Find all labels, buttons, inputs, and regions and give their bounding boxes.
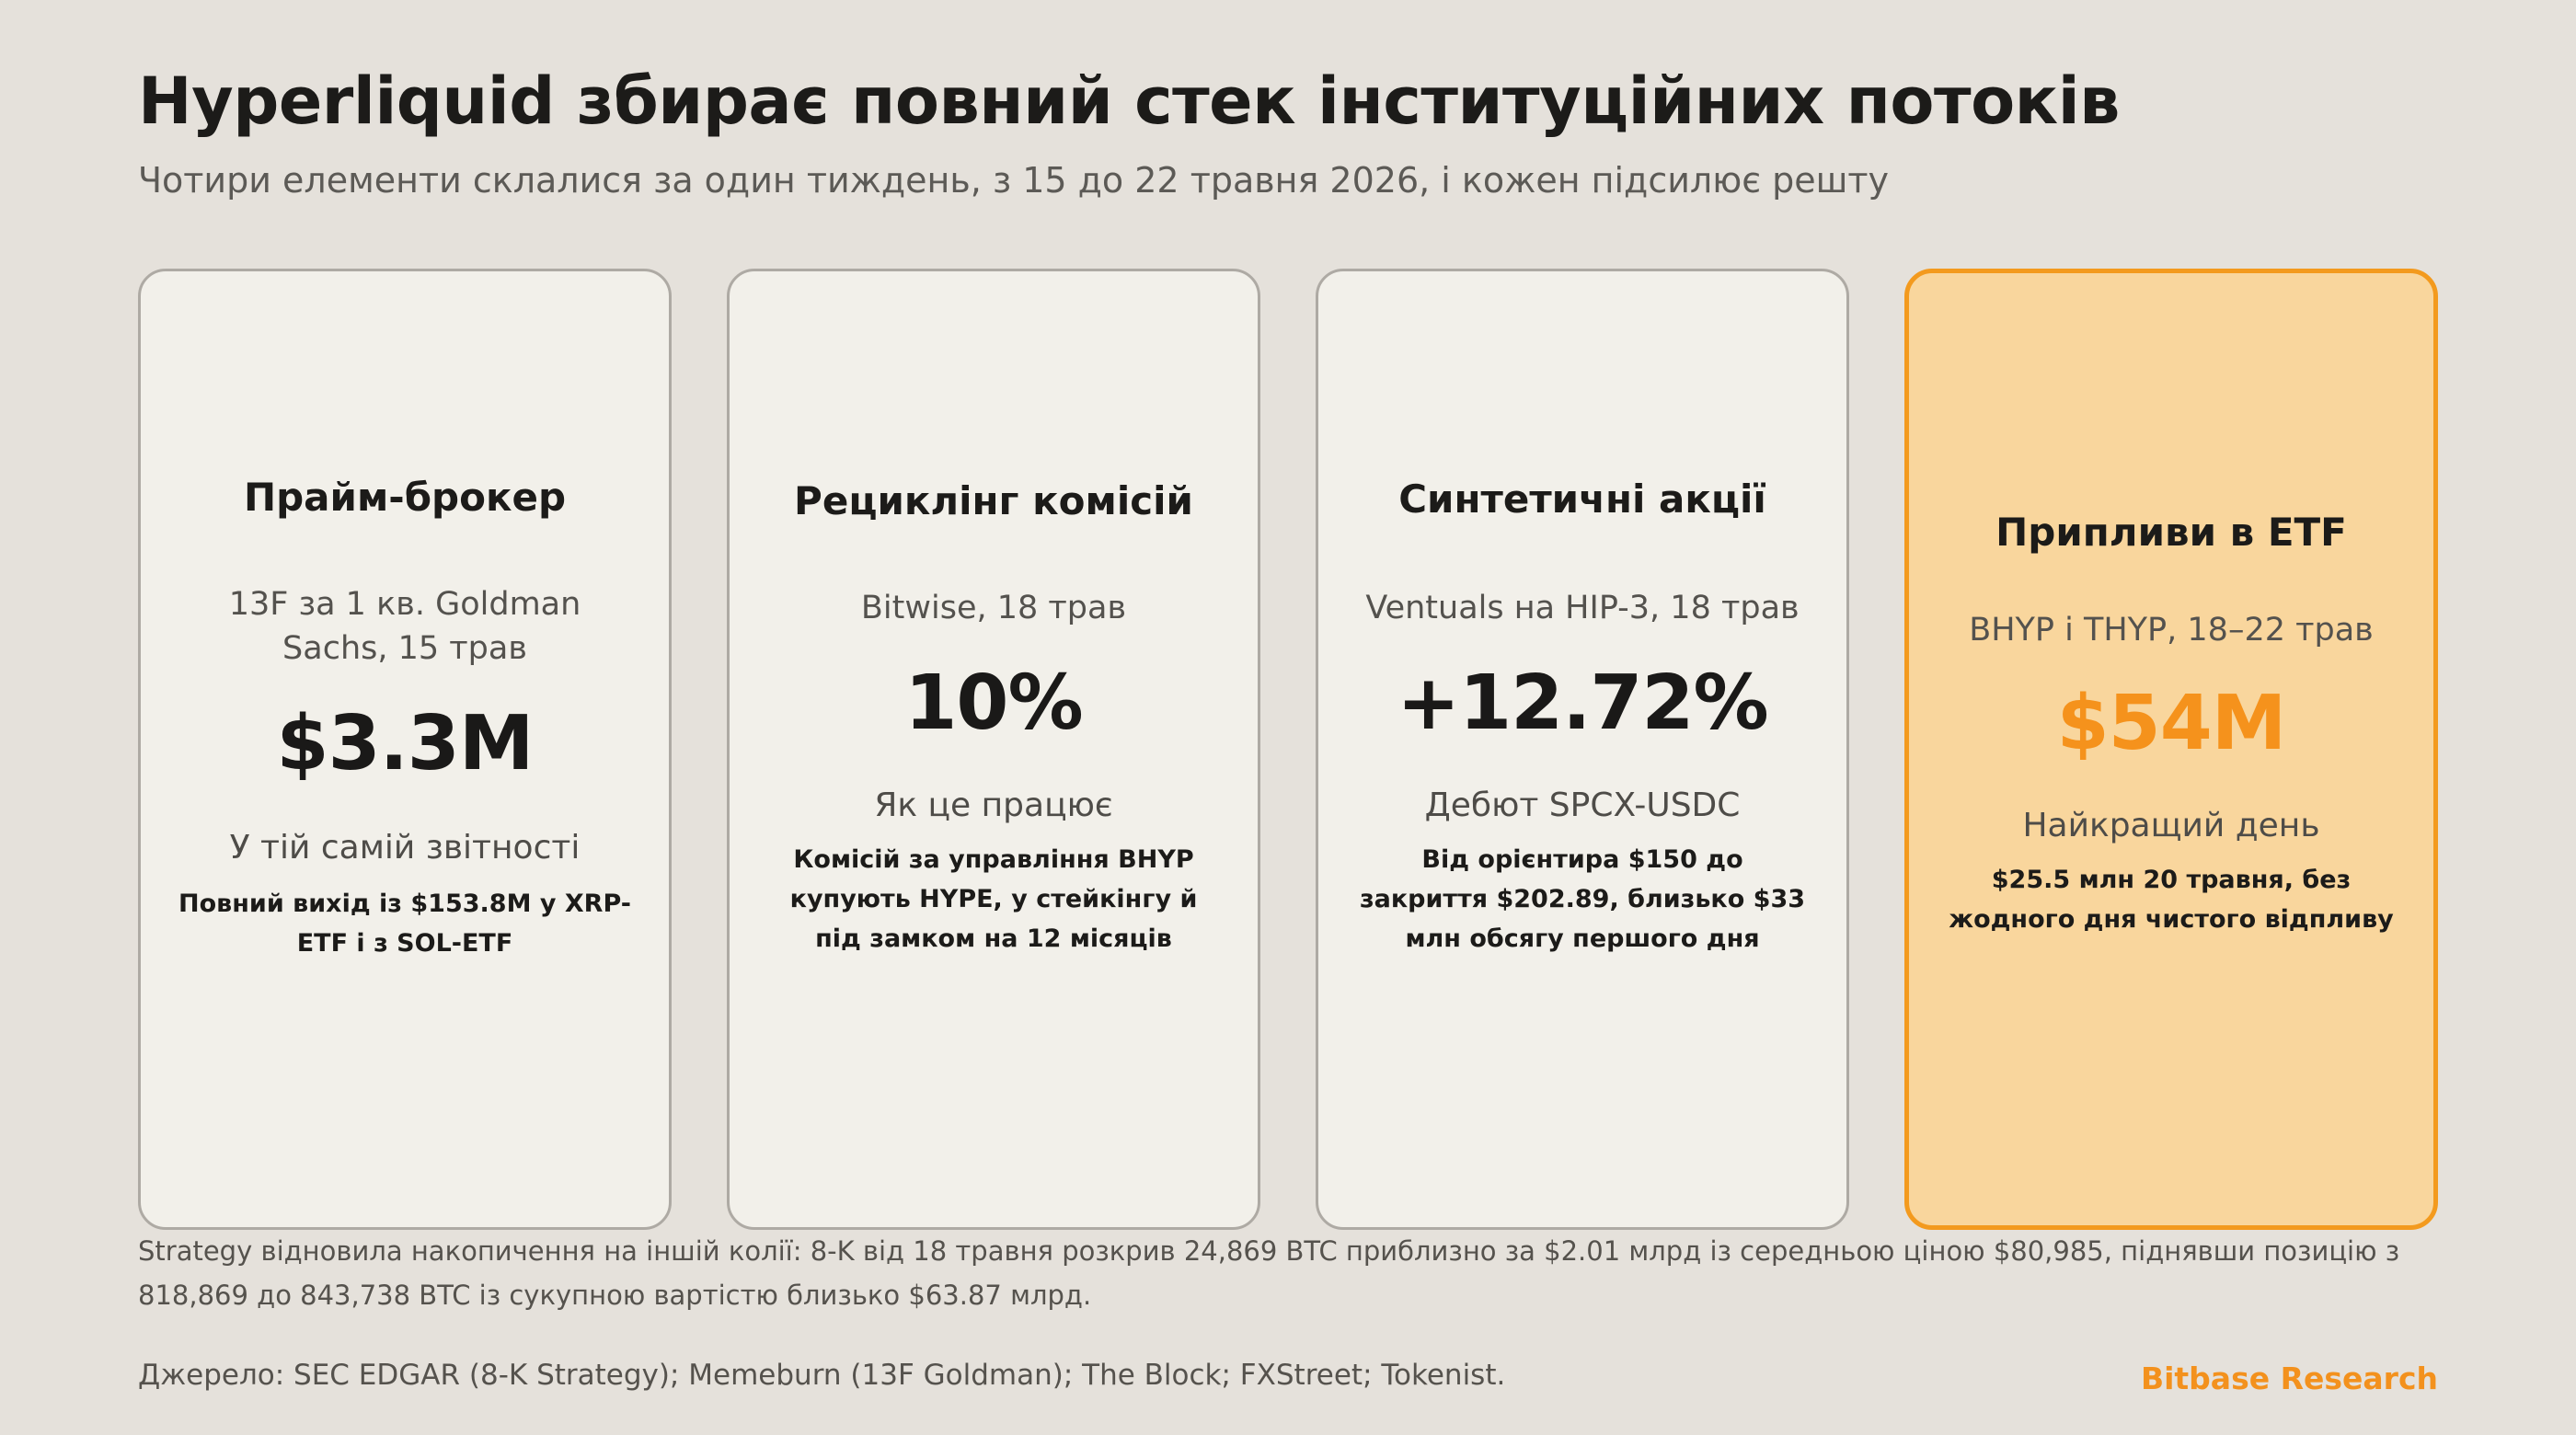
card-label: Дебют SPCX-USDC <box>1424 786 1741 824</box>
card-meta: Bitwise, 18 трав <box>860 590 1127 626</box>
card-label: У тій самій звітності <box>229 829 581 867</box>
card-value: +12.72% <box>1397 660 1768 747</box>
card-fee-recycling: Рециклінг комісій Bitwise, 18 трав 10% Я… <box>727 269 1260 1230</box>
card-title: Припливи в ETF <box>1995 510 2347 555</box>
card-description: Повний вихід із $153.8M у XRP-ETF і з SO… <box>178 890 631 958</box>
cards-row: Прайм-брокер 13F за 1 кв. Goldman Sachs,… <box>138 269 2438 1230</box>
card-title: Синтетичні акції <box>1398 476 1766 522</box>
source-line: Джерело: SEC EDGAR (8-K Strategy); Memeb… <box>138 1359 1506 1392</box>
card-meta: 13F за 1 кв. Goldman Sachs, 15 трав <box>228 586 581 667</box>
page-title: Hyperliquid збирає повний стек інституці… <box>138 63 2120 139</box>
brand-logo-text: Bitbase Research <box>2140 1360 2438 1396</box>
card-etf-inflows: Припливи в ETF BHYP і THYP, 18–22 трав $… <box>1904 269 2438 1230</box>
card-synthetic-stocks: Синтетичні акції Ventuals на HIP-3, 18 т… <box>1316 269 1849 1230</box>
card-description: $25.5 млн 20 травня, без жодного дня чис… <box>1949 866 2394 934</box>
card-description: Комісій за управління BHYP купують HYPE,… <box>789 845 1198 953</box>
card-value: $3.3M <box>276 700 535 787</box>
card-value: 10% <box>904 660 1083 747</box>
card-meta: BHYP і THYP, 18–22 трав <box>1969 612 2374 649</box>
card-label: Найкращий день <box>2022 807 2320 844</box>
card-description: Від орієнтира $150 до закриття $202.89, … <box>1359 845 1806 953</box>
card-meta: Ventuals на HIP-3, 18 трав <box>1365 590 1800 626</box>
card-title: Прайм-брокер <box>243 475 567 520</box>
page-subtitle: Чотири елементи склалися за один тиждень… <box>138 160 1890 201</box>
card-label: Як це працює <box>874 786 1113 824</box>
card-title: Рециклінг комісій <box>794 478 1193 523</box>
footer-note: Strategy відновила накопичення на іншій … <box>138 1235 2400 1311</box>
card-prime-broker: Прайм-брокер 13F за 1 кв. Goldman Sachs,… <box>138 269 672 1230</box>
card-value: $54M <box>2056 680 2287 767</box>
